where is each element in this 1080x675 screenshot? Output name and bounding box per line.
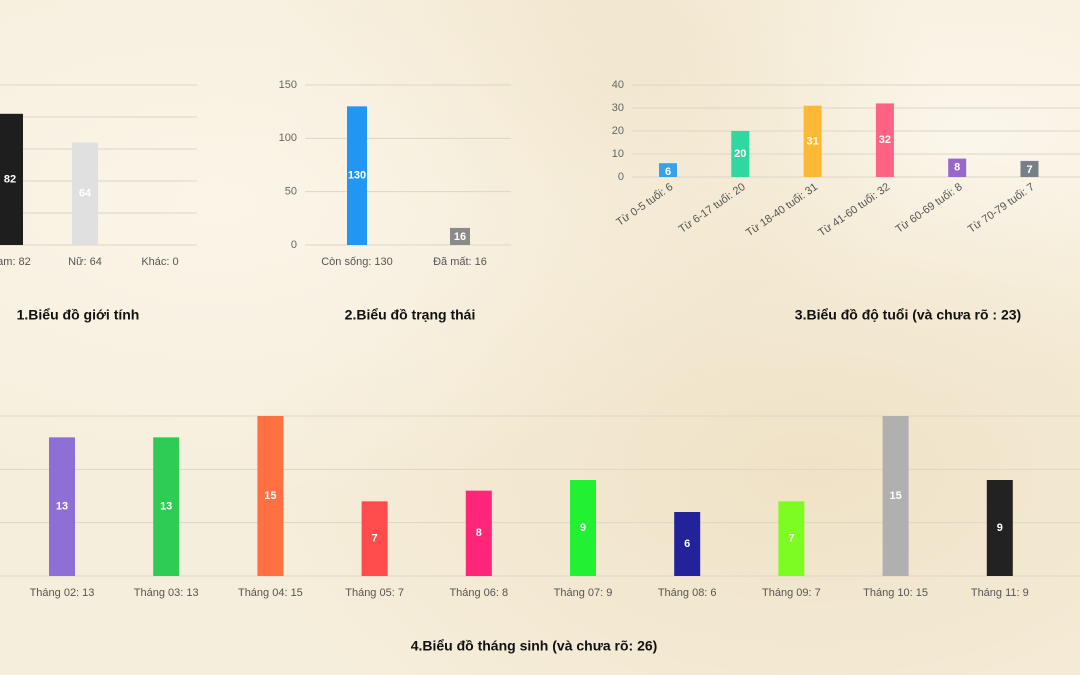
- value-label: 82: [4, 173, 16, 185]
- chart-title: 3.Biểu đồ độ tuổi (và chưa rõ : 23): [795, 307, 1021, 323]
- chart-title: 4.Biểu đồ tháng sinh (và chưa rõ: 26): [411, 638, 658, 654]
- y-tick-label: 150: [279, 79, 297, 91]
- value-label: 8: [476, 527, 482, 539]
- bar: [49, 437, 75, 576]
- x-tick-label: Tháng 10: 15: [863, 587, 928, 599]
- y-tick-label: 0: [618, 171, 624, 183]
- bar: [986, 480, 1013, 576]
- x-tick-label: Nam: 82: [0, 256, 31, 268]
- value-label: 9: [580, 522, 586, 534]
- y-tick-label: 50: [285, 186, 297, 198]
- chart-title: 1.Biểu đồ giới tính: [17, 307, 140, 323]
- bar: [659, 163, 677, 177]
- bar: [153, 437, 180, 576]
- value-label: 6: [684, 538, 690, 550]
- x-tick-label: Tháng 11: 9: [971, 587, 1029, 599]
- bar: [731, 131, 750, 177]
- y-tick-label: 20: [612, 125, 624, 137]
- value-label: 7: [788, 533, 794, 545]
- y-tick-label: 100: [279, 132, 297, 144]
- x-tick-label: Tháng 07: 9: [554, 587, 613, 599]
- x-tick-label: Tháng 06: 8: [449, 587, 508, 599]
- x-tick-label: Từ 6-17 tuổi: 20: [677, 181, 748, 236]
- value-label: 15: [264, 490, 276, 502]
- value-label: 16: [454, 231, 466, 243]
- x-tick-label: Từ 0-5 tuổi: 6: [614, 181, 675, 229]
- value-label: 8: [954, 162, 960, 174]
- bar: [1020, 160, 1039, 177]
- value-label: 32: [879, 134, 891, 146]
- value-label: 9: [997, 522, 1003, 534]
- bar: [361, 501, 388, 576]
- x-tick-label: Tháng 02: 13: [30, 587, 95, 599]
- x-tick-label: Còn sống: 130: [321, 256, 393, 268]
- value-label: 7: [1026, 164, 1032, 176]
- value-label: 64: [79, 188, 92, 200]
- bar: [875, 103, 894, 177]
- bar: [570, 480, 596, 576]
- x-tick-label: Từ 18-40 tuổi: 31: [744, 181, 820, 239]
- bar: [257, 416, 284, 576]
- x-tick-label: Tháng 04: 15: [238, 587, 303, 599]
- value-label: 31: [806, 135, 818, 147]
- value-label: 20: [734, 148, 746, 160]
- bar: [803, 105, 822, 177]
- bar: [778, 501, 805, 576]
- y-tick-label: 0: [291, 239, 297, 251]
- bar: [465, 490, 492, 576]
- value-label: 13: [160, 501, 172, 513]
- x-tick-label: Khác: 0: [141, 256, 178, 268]
- value-label: 13: [56, 501, 68, 513]
- chart-title: 2.Biểu đồ trạng thái: [345, 307, 476, 323]
- bar: [0, 113, 23, 245]
- x-tick-label: Nữ: 64: [68, 256, 102, 268]
- value-label: 6: [665, 166, 671, 178]
- bar: [450, 227, 470, 245]
- x-tick-label: Từ 41-60 tuổi: 32: [816, 181, 892, 239]
- x-tick-label: Đã mất: 16: [433, 256, 487, 268]
- bar: [882, 416, 909, 576]
- x-tick-label: Từ 70-79 tuổi: 7: [966, 181, 1037, 236]
- value-label: 7: [372, 533, 378, 545]
- value-label: 130: [348, 170, 366, 182]
- x-tick-label: Từ 60-69 tuổi: 8: [894, 181, 965, 236]
- y-tick-label: 40: [612, 79, 624, 91]
- x-tick-label: Tháng 03: 13: [134, 587, 199, 599]
- bar: [347, 106, 367, 245]
- x-tick-label: Tháng 09: 7: [762, 587, 821, 599]
- x-tick-label: Tháng 05: 7: [345, 587, 404, 599]
- bar: [948, 158, 967, 177]
- bar: [674, 512, 701, 576]
- y-tick-label: 30: [612, 102, 624, 114]
- x-tick-label: Tháng 08: 6: [658, 587, 717, 599]
- y-tick-label: 10: [612, 148, 624, 160]
- value-label: 15: [889, 490, 901, 502]
- bar: [72, 142, 98, 245]
